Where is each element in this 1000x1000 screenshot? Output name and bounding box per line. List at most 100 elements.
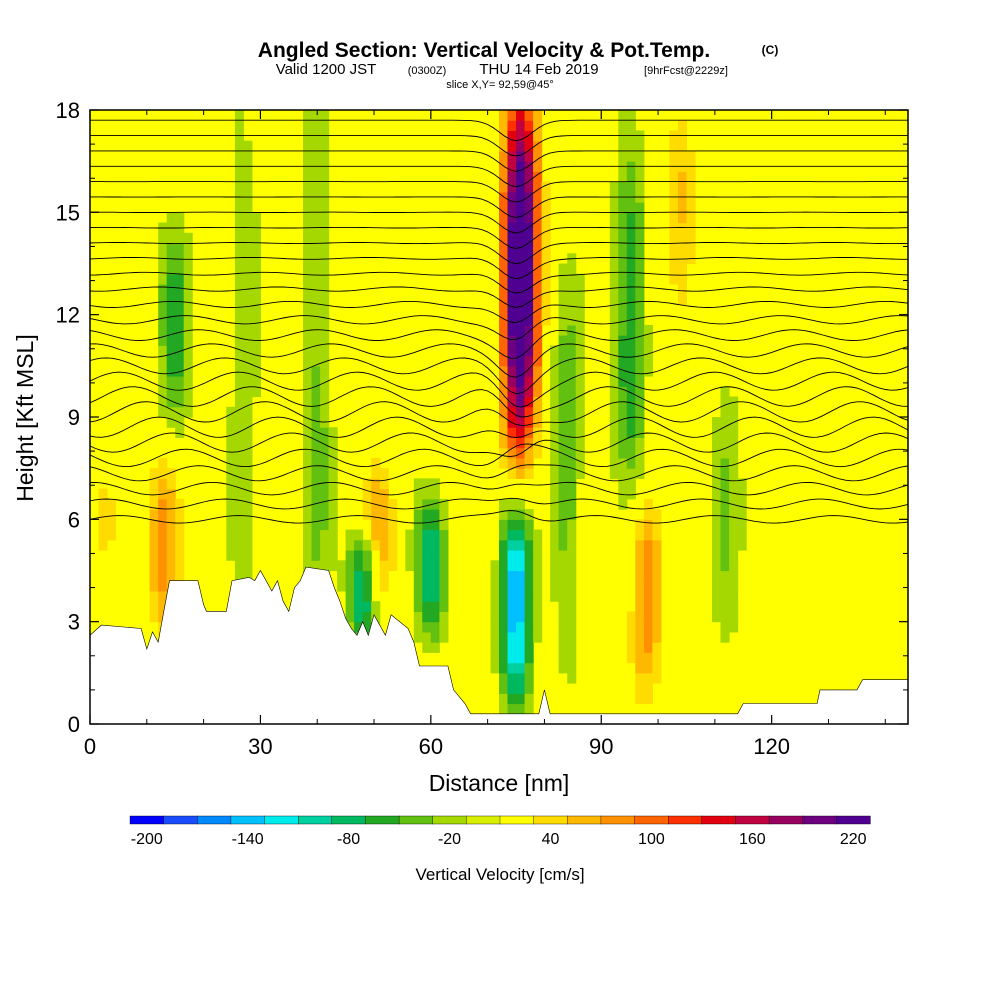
velocity-cell xyxy=(507,273,517,285)
velocity-cell xyxy=(354,529,364,541)
velocity-cell xyxy=(507,294,517,305)
velocity-cell xyxy=(243,140,253,152)
velocity-cell xyxy=(499,253,509,265)
velocity-cell xyxy=(729,396,739,408)
velocity-cell xyxy=(422,611,432,623)
velocity-cell xyxy=(490,611,500,623)
velocity-cell xyxy=(320,519,330,531)
velocity-cell xyxy=(635,570,645,582)
velocity-cell xyxy=(626,642,636,653)
velocity-cell xyxy=(729,427,739,438)
velocity-cell xyxy=(439,601,449,612)
terrain-mask xyxy=(90,566,908,724)
velocity-cell xyxy=(362,601,372,612)
velocity-cell xyxy=(251,284,261,295)
velocity-cell xyxy=(234,417,244,428)
velocity-cell xyxy=(558,488,568,500)
velocity-cell xyxy=(507,509,517,520)
velocity-cell xyxy=(516,171,526,183)
velocity-cell xyxy=(524,284,534,295)
velocity-cell xyxy=(507,550,517,561)
velocity-cell xyxy=(516,273,526,285)
velocity-cell xyxy=(575,447,585,459)
velocity-cell xyxy=(303,314,313,326)
velocity-cell xyxy=(609,263,619,275)
velocity-cell xyxy=(677,202,687,213)
velocity-cell xyxy=(507,171,517,183)
velocity-cell xyxy=(609,284,619,295)
velocity-cell xyxy=(626,631,636,643)
velocity-cell xyxy=(183,314,193,326)
pot-temp-contour xyxy=(90,510,908,524)
colorbar-segment xyxy=(735,815,770,825)
velocity-cell xyxy=(243,202,253,213)
velocity-cell xyxy=(251,243,261,254)
velocity-cell xyxy=(729,406,739,418)
velocity-cell xyxy=(567,457,577,469)
velocity-cell xyxy=(618,417,628,428)
velocity-cell xyxy=(149,509,159,520)
velocity-cell xyxy=(558,550,568,561)
velocity-cell xyxy=(234,212,244,224)
velocity-cell xyxy=(234,468,244,479)
velocity-cell xyxy=(507,232,517,244)
velocity-cell xyxy=(541,253,551,265)
pot-temp-contour xyxy=(90,416,908,439)
velocity-cell xyxy=(251,253,261,265)
velocity-cell xyxy=(737,529,747,541)
velocity-cell xyxy=(720,611,730,623)
velocity-cell xyxy=(533,212,543,224)
velocity-cell xyxy=(635,447,645,459)
velocity-cell xyxy=(550,560,560,572)
velocity-cell xyxy=(499,355,509,367)
velocity-cell xyxy=(166,335,176,346)
velocity-cell xyxy=(609,427,619,438)
velocity-cell xyxy=(533,263,543,275)
velocity-cell xyxy=(311,304,321,316)
velocity-cell xyxy=(149,478,159,490)
velocity-cell xyxy=(303,468,313,479)
velocity-cell xyxy=(643,519,653,531)
velocity-cell xyxy=(158,386,168,398)
velocity-cell xyxy=(516,550,526,561)
colorbar-segment xyxy=(836,815,871,825)
velocity-cell xyxy=(626,181,636,193)
velocity-cell xyxy=(516,335,526,346)
velocity-cell xyxy=(635,202,645,213)
velocity-cell xyxy=(533,181,543,193)
velocity-cell xyxy=(175,386,185,398)
velocity-cell xyxy=(635,662,645,674)
velocity-cell xyxy=(533,406,543,418)
velocity-cell xyxy=(362,591,372,602)
velocity-cell xyxy=(516,294,526,305)
velocity-cell xyxy=(533,560,543,572)
velocity-cell xyxy=(303,396,313,408)
velocity-cell xyxy=(643,631,653,643)
velocity-cell xyxy=(166,284,176,295)
velocity-cell xyxy=(158,396,168,408)
velocity-cell xyxy=(712,601,722,612)
velocity-cell xyxy=(626,468,636,479)
velocity-cell xyxy=(507,243,517,254)
velocity-cell xyxy=(379,488,389,500)
velocity-cell xyxy=(234,488,244,500)
velocity-cell xyxy=(311,406,321,418)
velocity-cell xyxy=(234,550,244,561)
velocity-cell xyxy=(712,468,722,479)
velocity-cell xyxy=(158,294,168,305)
velocity-cell xyxy=(550,376,560,387)
velocity-cell xyxy=(430,642,440,653)
velocity-cell xyxy=(507,498,517,510)
velocity-cell xyxy=(388,550,398,561)
colorbar-label: 160 xyxy=(739,831,766,848)
velocity-cell xyxy=(524,437,534,449)
velocity-cell xyxy=(303,560,313,572)
velocity-cell xyxy=(712,519,722,531)
velocity-cell xyxy=(558,447,568,459)
colorbar-segment xyxy=(499,815,535,825)
velocity-cell xyxy=(430,621,440,633)
velocity-cell xyxy=(251,263,261,275)
velocity-cell xyxy=(243,539,253,551)
velocity-cell xyxy=(507,335,517,346)
velocity-cell xyxy=(371,478,381,490)
